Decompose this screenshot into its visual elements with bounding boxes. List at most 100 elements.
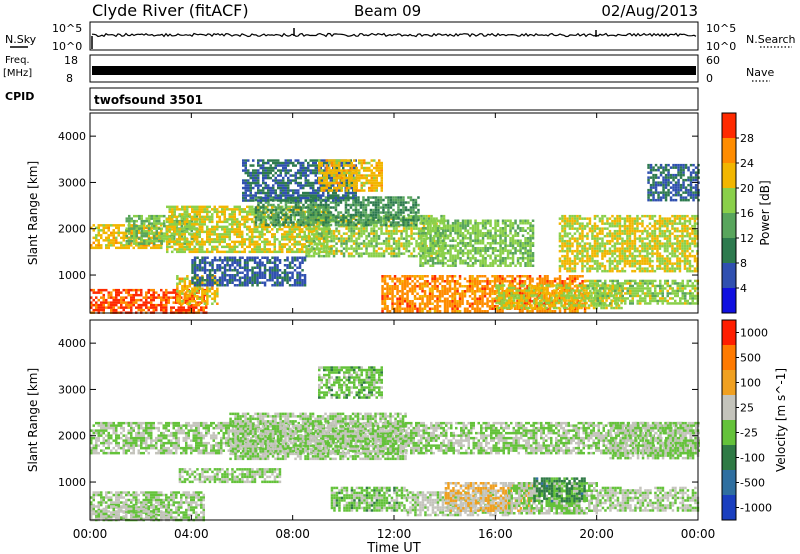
heatmap-cell xyxy=(391,297,394,300)
heatmap-cell xyxy=(547,301,551,305)
heatmap-cell xyxy=(352,221,355,224)
heatmap-cell xyxy=(522,296,526,300)
heatmap-cell xyxy=(203,215,206,219)
heatmap-cell xyxy=(418,310,422,313)
heatmap-cell xyxy=(429,237,432,240)
heatmap-cell xyxy=(497,289,501,292)
heatmap-cell xyxy=(200,306,203,309)
heatmap-cell xyxy=(122,288,125,292)
heatmap-cell xyxy=(155,246,158,250)
heatmap-cell xyxy=(152,244,155,247)
heatmap-cell xyxy=(191,300,194,303)
heatmap-cell xyxy=(186,230,189,234)
heatmap-cell xyxy=(160,214,163,218)
heatmap-cell xyxy=(168,218,171,221)
heatmap-cell xyxy=(516,262,520,265)
heatmap-cell xyxy=(187,303,190,307)
heatmap-cell xyxy=(206,225,209,229)
heatmap-cell xyxy=(120,291,123,294)
heatmap-cell xyxy=(377,234,381,238)
heatmap-cell xyxy=(223,218,226,221)
heatmap-cell xyxy=(352,201,355,204)
heatmap-cell xyxy=(524,237,527,240)
heatmap-cell xyxy=(211,248,214,251)
heatmap-cell xyxy=(536,292,539,295)
heatmap-cell xyxy=(140,246,143,250)
heatmap-cell xyxy=(188,225,191,229)
heatmap-cell xyxy=(307,254,311,258)
heatmap-cell xyxy=(193,290,197,293)
heatmap-cell xyxy=(112,239,115,242)
heatmap-cell xyxy=(241,250,244,254)
heatmap-cell xyxy=(147,301,150,304)
heatmap-cell xyxy=(287,221,290,224)
heatmap-cell xyxy=(347,211,350,214)
heatmap-cell xyxy=(206,250,209,254)
heatmap-cell xyxy=(246,218,249,221)
heatmap-cell xyxy=(571,280,574,283)
heatmap-cell xyxy=(178,228,181,231)
heatmap-cell xyxy=(364,206,368,209)
heatmap-cell xyxy=(431,252,435,255)
heatmap-cell xyxy=(125,239,128,243)
heatmap-cell xyxy=(397,211,400,214)
heatmap-cell xyxy=(283,225,286,229)
heatmap-cell xyxy=(278,228,281,231)
heatmap-cell xyxy=(473,310,477,313)
heatmap-cell xyxy=(125,219,128,223)
heatmap-cell xyxy=(504,234,507,237)
heatmap-cell xyxy=(302,203,305,207)
heatmap-cell xyxy=(538,280,542,283)
heatmap-cell xyxy=(148,227,151,230)
heatmap-cell xyxy=(309,211,313,214)
heatmap-cell xyxy=(372,229,376,233)
heatmap-cell xyxy=(433,307,437,310)
heatmap-cell xyxy=(327,211,330,214)
heatmap-cell xyxy=(314,221,318,224)
heatmap-cell xyxy=(527,301,531,305)
heatmap-cell xyxy=(162,308,165,312)
heatmap-cell xyxy=(332,206,335,209)
heatmap-cell xyxy=(429,234,432,237)
heatmap-cell xyxy=(448,280,452,283)
heatmap-cell xyxy=(432,217,436,220)
heatmap-cell xyxy=(335,234,338,238)
heatmap-cell xyxy=(112,308,115,312)
heatmap-cell xyxy=(407,208,410,212)
heatmap-cell xyxy=(233,215,236,219)
heatmap-cell xyxy=(561,282,564,285)
heatmap-cell xyxy=(294,203,298,207)
station-title: Clyde River (fitACF) xyxy=(92,1,249,20)
heatmap-cell xyxy=(408,307,412,310)
heatmap-cell xyxy=(375,219,378,223)
heatmap-cell xyxy=(269,211,273,214)
heatmap-cell xyxy=(495,286,498,290)
heatmap-cell xyxy=(137,306,140,309)
heatmap-cell xyxy=(453,282,457,285)
heatmap-cell xyxy=(392,227,396,230)
heatmap-cell xyxy=(186,208,189,211)
heatmap-cell xyxy=(426,252,430,255)
heatmap-cell xyxy=(367,201,370,204)
heatmap-cell xyxy=(352,234,356,238)
heatmap-cell xyxy=(382,206,385,209)
heatmap-cell xyxy=(329,213,333,217)
heatmap-cell xyxy=(196,238,199,241)
heatmap-cell xyxy=(264,206,268,209)
heatmap-cell xyxy=(408,300,412,303)
heatmap-cell xyxy=(459,234,462,237)
heatmap-cell xyxy=(426,275,429,278)
heatmap-cell xyxy=(568,290,572,293)
heatmap-cell xyxy=(389,196,393,199)
heatmap-cell xyxy=(264,201,268,204)
heatmap-cell xyxy=(393,302,397,305)
heatmap-cell xyxy=(155,291,158,294)
heatmap-cell xyxy=(451,287,454,290)
heatmap-cell xyxy=(311,233,314,236)
heatmap-cell xyxy=(540,286,543,290)
heatmap-cell xyxy=(278,220,281,224)
heatmap-cell xyxy=(488,287,492,290)
heatmap-cell xyxy=(421,222,425,225)
heatmap-cell xyxy=(163,239,166,243)
